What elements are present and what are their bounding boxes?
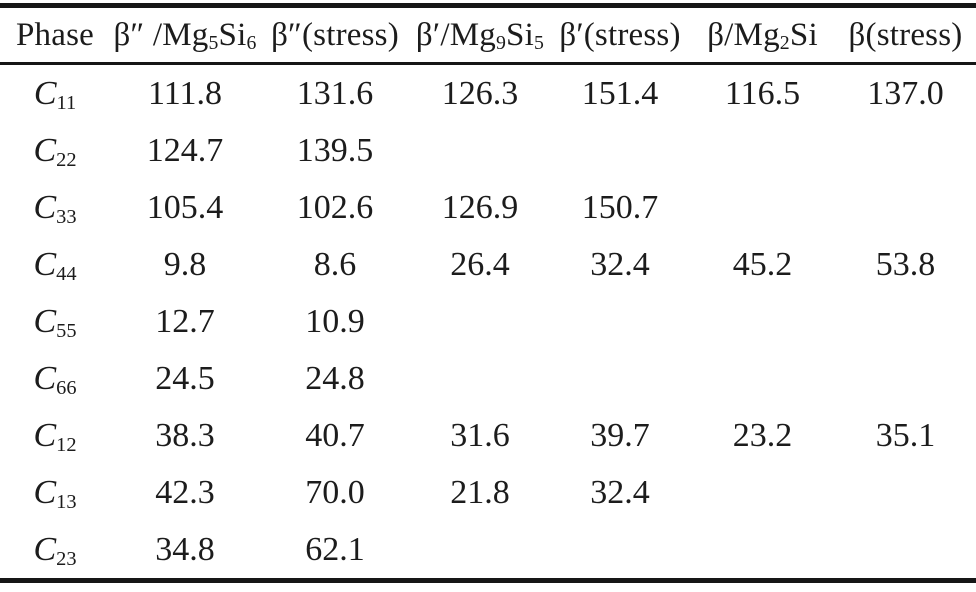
table-row-C55: C55 12.7 10.9 (0, 293, 976, 350)
value-cell: 139.5 (296, 131, 374, 169)
table-row-C66: C66 24.5 24.8 (0, 350, 976, 407)
value-cell (690, 350, 835, 407)
value-cell (835, 464, 976, 521)
value-cell: 126.3 (441, 74, 519, 112)
value-cell (550, 350, 690, 407)
value-cell: 126.9 (441, 188, 519, 226)
value-cell: 70.0 (305, 473, 365, 511)
row-label-C44: C44 (33, 245, 77, 285)
value-cell: 111.8 (148, 74, 222, 112)
value-cell: 62.1 (305, 530, 365, 568)
value-cell: 24.8 (305, 359, 365, 397)
value-cell: 9.8 (163, 245, 207, 283)
value-cell: 23.2 (732, 416, 793, 454)
row-label-C66: C66 (33, 359, 77, 399)
row-label-C13: C13 (33, 473, 77, 513)
value-cell: 8.6 (313, 245, 357, 283)
value-cell (835, 350, 976, 407)
value-cell: 40.7 (305, 416, 365, 454)
value-cell: 32.4 (590, 245, 650, 283)
value-cell: 137.0 (867, 74, 944, 112)
value-cell: 26.4 (450, 245, 510, 283)
column-header-b_mg2si: β/Mg2Si (707, 16, 818, 55)
value-cell: 116.5 (724, 74, 801, 112)
value-cell (835, 122, 976, 179)
value-cell: 124.7 (146, 131, 224, 169)
value-cell (835, 293, 976, 350)
value-cell (410, 293, 550, 350)
table-row-C11: C11 111.8 131.6 126.3 151.4 116.5 137.0 (0, 64, 976, 123)
value-cell: 42.3 (155, 473, 215, 511)
value-cell: 21.8 (450, 473, 510, 511)
table-row-C33: C33 105.4 102.6 126.9 150.7 (0, 179, 976, 236)
value-cell: 53.8 (875, 245, 936, 283)
value-cell (690, 122, 835, 179)
value-cell (835, 521, 976, 581)
header-row: Phase β″ /Mg5Si6 β″(stress) β′/Mg9Si5 β′(str… (0, 6, 976, 64)
value-cell: 39.7 (590, 416, 650, 454)
row-label-C33: C33 (33, 188, 77, 228)
value-cell: 45.2 (732, 245, 793, 283)
table-header: Phase β″ /Mg5Si6 β″(stress) β′/Mg9Si5 β′(str… (0, 6, 976, 64)
table-row-C22: C22 124.7 139.5 (0, 122, 976, 179)
value-cell (410, 350, 550, 407)
value-cell: 102.6 (296, 188, 374, 226)
value-cell (690, 521, 835, 581)
value-cell: 31.6 (450, 416, 510, 454)
table-body: C11 111.8 131.6 126.3 151.4 116.5 137.0 C22 124.… (0, 64, 976, 581)
value-cell (550, 122, 690, 179)
value-cell (410, 122, 550, 179)
value-cell: 150.7 (581, 188, 659, 226)
row-label-C12: C12 (33, 416, 77, 456)
table-row-C13: C13 42.3 70.0 21.8 32.4 (0, 464, 976, 521)
row-label-C11: C11 (33, 74, 77, 114)
column-header-b_stress: β(stress) (848, 16, 963, 53)
row-label-C55: C55 (33, 302, 77, 342)
value-cell: 10.9 (305, 302, 365, 340)
value-cell (550, 521, 690, 581)
value-cell: 151.4 (581, 74, 659, 112)
table-row-C23: C23 34.8 62.1 (0, 521, 976, 581)
value-cell: 12.7 (155, 302, 215, 340)
table-row-C12: C12 38.3 40.7 31.6 39.7 23.2 35.1 (0, 407, 976, 464)
value-cell: 32.4 (590, 473, 650, 511)
value-cell (410, 521, 550, 581)
column-header-phase: Phase (16, 16, 94, 53)
value-cell: 38.3 (155, 416, 215, 454)
value-cell (690, 464, 835, 521)
value-cell: 35.1 (875, 416, 936, 454)
column-header-bpp_stress: β″(stress) (271, 16, 399, 53)
value-cell: 24.5 (155, 359, 215, 397)
table-row-C44: C44 9.8 8.6 26.4 32.4 45.2 53.8 (0, 236, 976, 293)
value-cell: 105.4 (146, 188, 224, 226)
column-header-bpp_mg5si6: β″ /Mg5Si6 (113, 16, 257, 55)
column-header-bp_stress: β′(stress) (559, 16, 681, 53)
row-label-C23: C23 (33, 530, 77, 570)
elastic-constants-table: Phase β″ /Mg5Si6 β″(stress) β′/Mg9Si5 β′(str… (0, 3, 976, 583)
row-label-C22: C22 (33, 131, 77, 171)
value-cell (690, 179, 835, 236)
value-cell (550, 293, 690, 350)
value-cell: 34.8 (155, 530, 215, 568)
value-cell (690, 293, 835, 350)
column-header-bp_mg9si5: β′/Mg9Si5 (415, 16, 545, 55)
value-cell: 131.6 (296, 74, 374, 112)
value-cell (835, 179, 976, 236)
